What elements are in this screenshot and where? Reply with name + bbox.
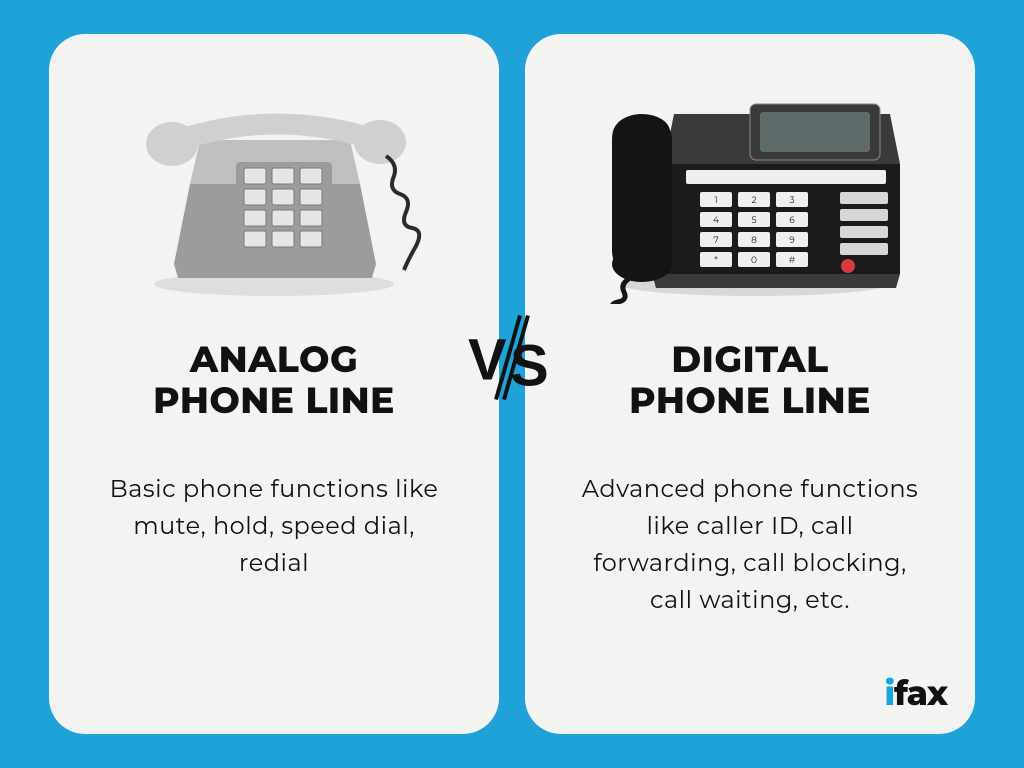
svg-text:3: 3 (789, 195, 794, 206)
analog-phone-illustration (114, 74, 434, 304)
svg-text:S: S (510, 334, 549, 399)
svg-text:*: * (714, 255, 718, 266)
digital-title: DIGITAL PHONE LINE (629, 340, 871, 423)
analog-title: ANALOG PHONE LINE (153, 340, 395, 423)
brand-suffix: fax (894, 672, 947, 714)
brand-logo: ifax (884, 672, 947, 714)
analog-phone-icon (114, 74, 434, 304)
digital-description: Advanced phone functions like caller ID,… (565, 471, 935, 620)
svg-text:5: 5 (751, 215, 756, 226)
analog-description: Basic phone functions like mute, hold, s… (89, 471, 459, 583)
svg-text:2: 2 (751, 195, 756, 206)
svg-text:9: 9 (789, 235, 795, 246)
svg-text:4: 4 (713, 215, 719, 226)
svg-text:1: 1 (714, 195, 717, 206)
digital-phone-illustration: 1 2 3 4 5 6 7 8 9 * 0 # (590, 74, 910, 304)
svg-text:7: 7 (713, 235, 718, 246)
digital-title-line2: PHONE LINE (629, 379, 871, 423)
digital-title-line1: DIGITAL (671, 338, 828, 382)
vs-badge: V S (452, 308, 572, 413)
analog-card: ANALOG PHONE LINE Basic phone functions … (49, 34, 499, 734)
svg-text:#: # (789, 255, 795, 266)
digital-phone-icon: 1 2 3 4 5 6 7 8 9 * 0 # (590, 74, 910, 304)
vs-icon: V S (452, 308, 572, 408)
svg-text:6: 6 (789, 215, 795, 226)
brand-prefix: i (884, 672, 894, 714)
analog-title-line2: PHONE LINE (153, 379, 395, 423)
svg-text:0: 0 (751, 255, 757, 266)
digital-card: 1 2 3 4 5 6 7 8 9 * 0 # DIGITAL PHONE LINE Advanced… (525, 34, 975, 734)
analog-title-line1: ANALOG (190, 338, 358, 382)
svg-text:8: 8 (751, 235, 757, 246)
